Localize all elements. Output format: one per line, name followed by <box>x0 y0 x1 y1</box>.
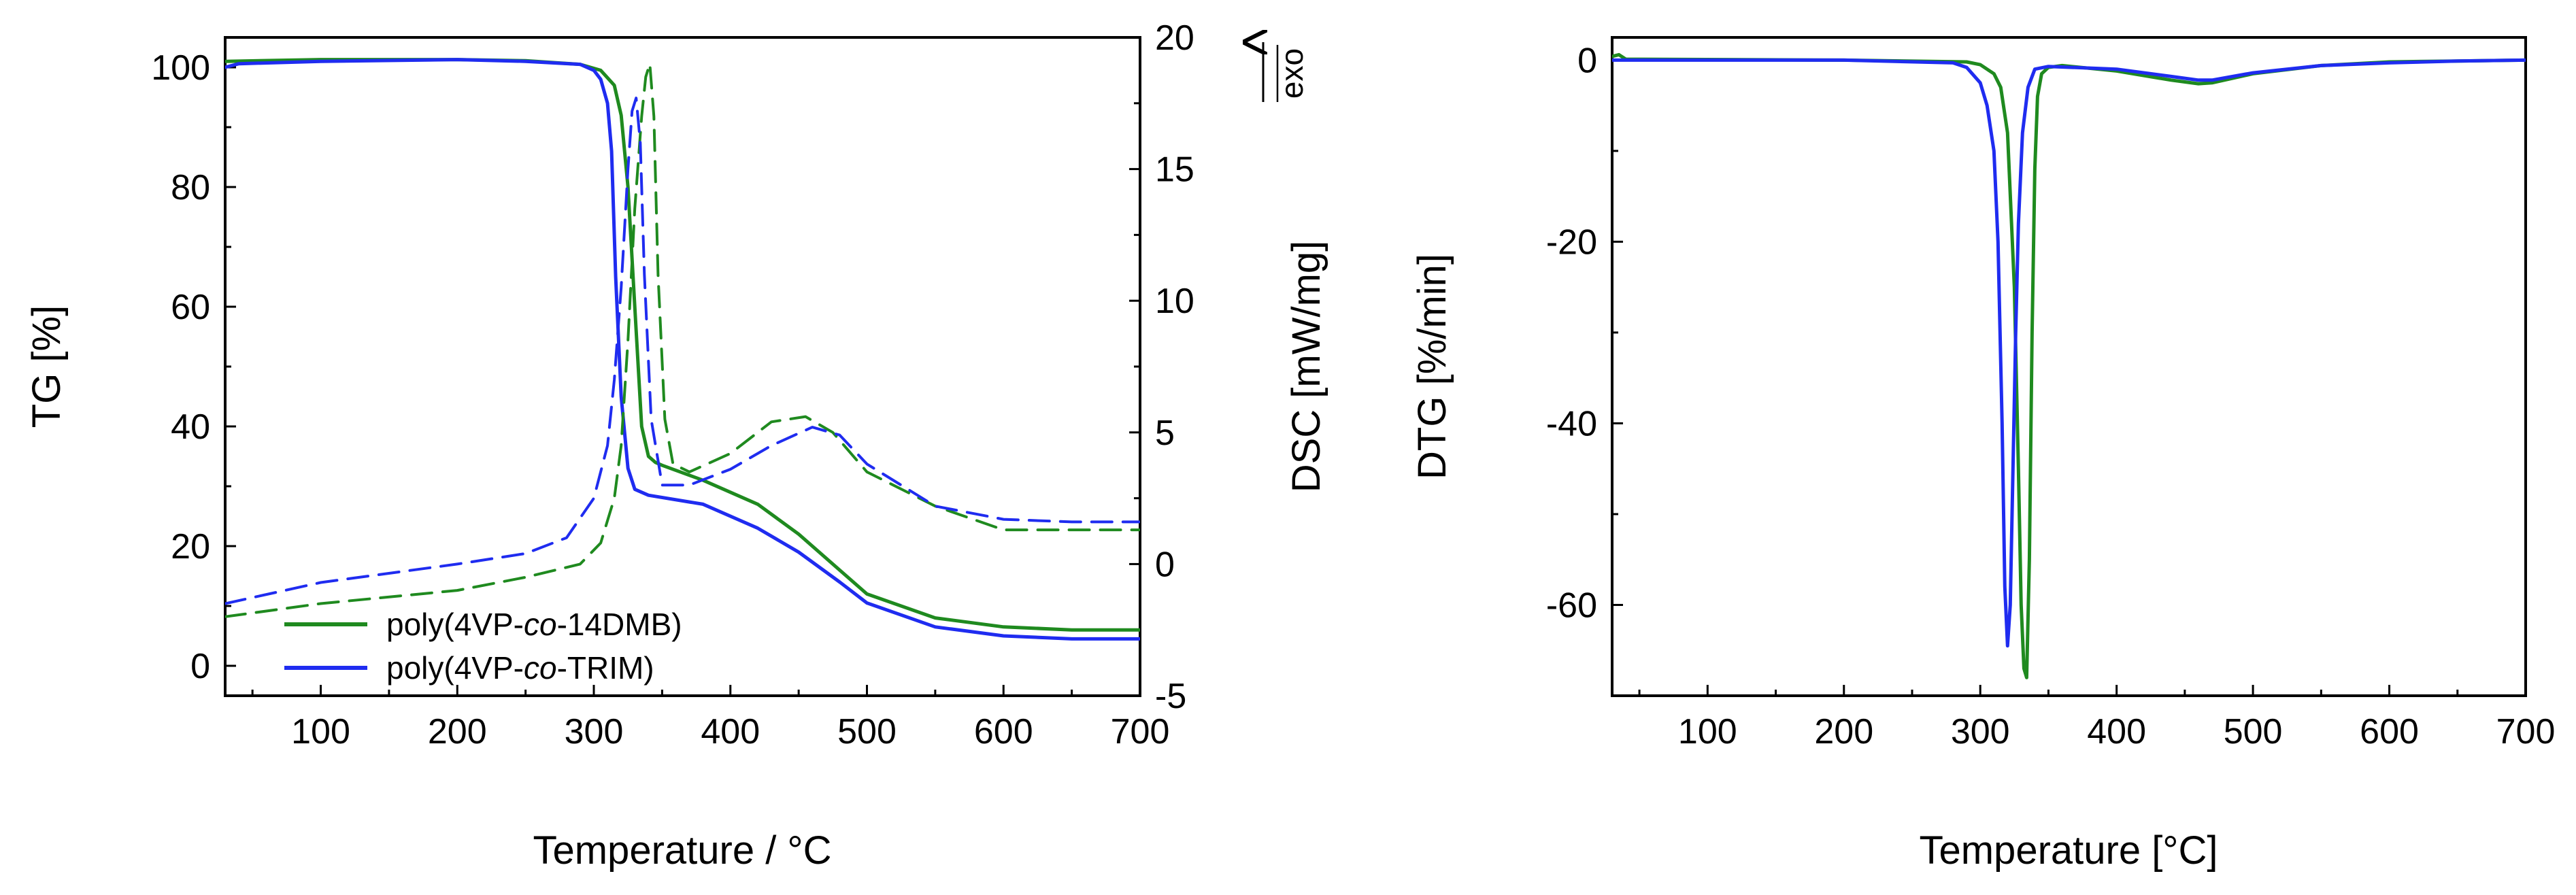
dtg-y-ticks: 0 -20 -40 -60 <box>1546 41 1623 625</box>
dtg-x-tick-label-700: 700 <box>2496 712 2556 752</box>
dsc-y-tick-label-5: 5 <box>1155 413 1175 453</box>
dtg-plot-frame <box>1611 36 2527 697</box>
dtg-y-tick-label-0: 0 <box>1577 41 1597 80</box>
tg-x-tick-label-600: 600 <box>974 712 1033 752</box>
tg-x-tick-label-700: 700 <box>1111 712 1170 752</box>
dsc-y-tick-label-20: 20 <box>1155 18 1194 58</box>
dtg-x-ticks: 100 200 300 400 500 600 700 <box>1638 685 2556 752</box>
dsc-y-tick-label-0: 0 <box>1155 545 1175 584</box>
tg-x-tick-label-500: 500 <box>837 712 897 752</box>
dtg-x-tick-label-500: 500 <box>2224 712 2283 752</box>
dtg-y-tick-label--20: -20 <box>1546 222 1597 262</box>
tg-y-tick-label-60: 60 <box>171 288 210 327</box>
dsc-line-green <box>225 62 1140 618</box>
dtg-chart: 100 200 300 400 500 600 700 0 -20 -40 -60 Tempera… <box>1410 36 2556 873</box>
dsc-y-axis-title: DSC [mW/mg] <box>1284 241 1328 493</box>
tg-x-axis-title: Temperature / °C <box>533 828 831 873</box>
tg-dsc-chart: 100 200 300 400 500 600 700 0 20 40 60 80 100 -5 0 5 1… <box>24 18 1328 873</box>
tg-x-tick-label-100: 100 <box>291 712 350 752</box>
dsc-y-ticks: -5 0 5 10 15 20 <box>1129 18 1194 716</box>
tg-line-blue <box>225 58 1140 641</box>
tg-y-ticks: 0 20 40 60 80 100 <box>151 48 236 686</box>
legend: poly(4VP-co-14DMB) poly(4VP-co-TRIM) <box>284 607 682 686</box>
tg-x-tick-label-300: 300 <box>565 712 624 752</box>
legend-label-green: poly(4VP-co-14DMB) <box>386 607 682 642</box>
dtg-x-tick-label-400: 400 <box>2087 712 2146 752</box>
tg-dsc-series <box>225 58 1140 641</box>
legend-label-blue: poly(4VP-co-TRIM) <box>386 650 654 686</box>
dtg-x-tick-label-300: 300 <box>1951 712 2010 752</box>
tg-y-tick-label-100: 100 <box>151 48 210 88</box>
dtg-series <box>1612 52 2526 679</box>
tg-y-tick-label-40: 40 <box>171 407 210 447</box>
tg-y-tick-label-20: 20 <box>171 527 210 567</box>
tg-y-tick-label-80: 80 <box>171 168 210 207</box>
dtg-line-blue <box>1612 58 2526 648</box>
dtg-x-tick-label-200: 200 <box>1814 712 1873 752</box>
dsc-y-tick-label--5: -5 <box>1155 677 1186 716</box>
tg-x-ticks: 100 200 300 400 500 600 700 <box>251 685 1170 752</box>
dsc-y-tick-label-15: 15 <box>1155 150 1194 190</box>
exo-label: exo <box>1274 48 1309 99</box>
dtg-x-tick-label-600: 600 <box>2360 712 2419 752</box>
dtg-x-axis-title: Temperature [°C] <box>1919 828 2218 873</box>
dsc-line-blue <box>225 97 1140 605</box>
tg-line-green <box>225 58 1140 632</box>
dsc-y-tick-label-10: 10 <box>1155 282 1194 321</box>
tg-plot-frame <box>224 36 1141 697</box>
dtg-y-tick-label--60: -60 <box>1546 586 1597 625</box>
dtg-line-green <box>1612 52 2526 679</box>
dtg-y-axis-title: DTG [%/min] <box>1410 254 1454 479</box>
dtg-y-tick-label--40: -40 <box>1546 404 1597 443</box>
tg-x-tick-label-200: 200 <box>428 712 487 752</box>
dtg-x-tick-label-100: 100 <box>1678 712 1737 752</box>
tg-y-axis-title: TG [%] <box>24 305 69 428</box>
tg-x-tick-label-400: 400 <box>701 712 760 752</box>
tg-y-tick-label-0: 0 <box>190 647 210 686</box>
